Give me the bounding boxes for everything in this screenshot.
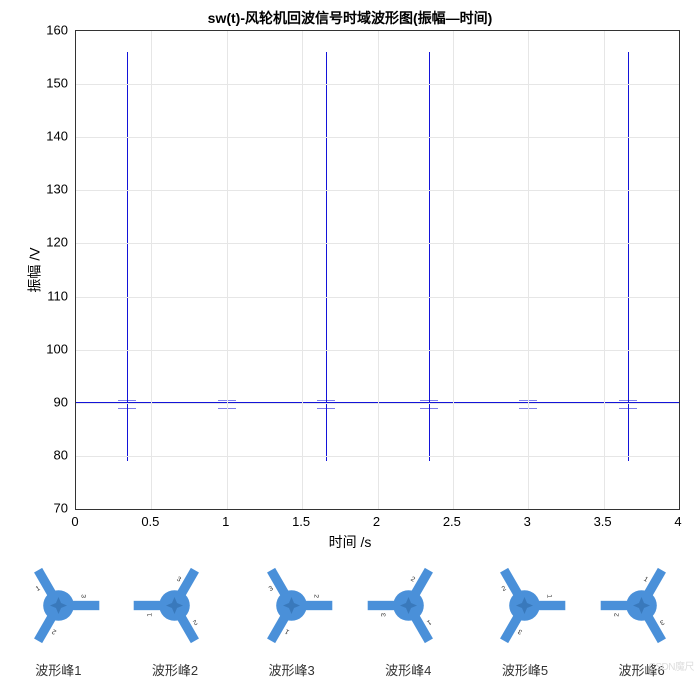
svg-text:1: 1 [425, 618, 432, 626]
svg-text:2: 2 [313, 594, 320, 598]
svg-text:1: 1 [284, 627, 291, 635]
turbine-label: 波形峰3 [269, 660, 315, 679]
grid-line-vertical [528, 31, 529, 509]
svg-text:2: 2 [192, 618, 199, 626]
signal-ripple [118, 400, 136, 409]
svg-text:2: 2 [501, 585, 508, 593]
y-tick-label: 140 [28, 129, 68, 144]
turbine-cell: 1 2 3 波形峰2 [120, 563, 230, 693]
y-tick-label: 80 [28, 447, 68, 462]
y-tick-label: 160 [28, 23, 68, 38]
svg-text:1: 1 [147, 613, 154, 617]
svg-text:3: 3 [268, 585, 275, 593]
grid-line-vertical [302, 31, 303, 509]
plot-area [75, 30, 680, 510]
watermark: CSDN魔尺 [649, 658, 694, 673]
grid-line-vertical [151, 31, 152, 509]
x-axis-label: 时间 /s [0, 532, 700, 552]
svg-text:3: 3 [380, 613, 387, 617]
signal-ripple [619, 400, 637, 409]
svg-text:3: 3 [658, 618, 665, 626]
svg-text:3: 3 [176, 576, 183, 584]
signal-ripple [420, 400, 438, 409]
grid-line-vertical [378, 31, 379, 509]
signal-ripple [317, 400, 335, 409]
x-tick-label: 3.5 [588, 514, 618, 529]
x-tick-label: 3 [512, 514, 542, 529]
grid-line-vertical [227, 31, 228, 509]
turbine-icon: 1 2 3 [249, 563, 334, 648]
turbine-label: 波形峰2 [152, 660, 198, 679]
svg-text:2: 2 [409, 576, 416, 584]
turbine-icon: 1 2 3 [599, 563, 684, 648]
turbine-icon: 1 2 3 [366, 563, 451, 648]
svg-text:3: 3 [517, 627, 524, 635]
svg-text:1: 1 [546, 594, 553, 598]
turbine-cell: 1 2 3 波形峰1 [3, 563, 113, 693]
grid-line-vertical [453, 31, 454, 509]
svg-text:1: 1 [35, 585, 42, 593]
y-axis-label: 振幅 /V [25, 247, 45, 292]
y-tick-label: 110 [28, 288, 68, 303]
grid-line-vertical [604, 31, 605, 509]
y-tick-label: 130 [28, 182, 68, 197]
turbine-cell: 1 2 3 波形峰5 [470, 563, 580, 693]
turbine-icon: 1 2 3 [482, 563, 567, 648]
x-tick-label: 0 [60, 514, 90, 529]
x-tick-label: 2 [362, 514, 392, 529]
y-tick-label: 150 [28, 76, 68, 91]
svg-text:1: 1 [642, 576, 649, 584]
turbine-cell: 1 2 3 波形峰3 [237, 563, 347, 693]
x-tick-label: 4 [663, 514, 693, 529]
turbine-label: 波形峰4 [385, 660, 431, 679]
svg-text:2: 2 [614, 613, 621, 617]
chart-title: sw(t)-风轮机回波信号时域波形图(振幅—时间) [0, 8, 700, 28]
svg-text:2: 2 [51, 627, 58, 635]
x-tick-label: 1.5 [286, 514, 316, 529]
turbine-row: 123波形峰1123波形峰2123波形峰3123波形峰4123波形峰5123波形… [0, 563, 700, 693]
turbine-label: 波形峰1 [35, 660, 81, 679]
chart-container: sw(t)-风轮机回波信号时域波形图(振幅—时间) 振幅 /V 时间 /s 70… [0, 0, 700, 555]
y-tick-label: 120 [28, 235, 68, 250]
x-tick-label: 0.5 [135, 514, 165, 529]
x-tick-label: 1 [211, 514, 241, 529]
y-tick-label: 100 [28, 341, 68, 356]
turbine-icon: 1 2 3 [132, 563, 217, 648]
turbine-cell: 123波形峰6 [587, 563, 697, 693]
turbine-label: 波形峰5 [502, 660, 548, 679]
y-tick-label: 90 [28, 394, 68, 409]
turbine-cell: 1 2 3 波形峰4 [353, 563, 463, 693]
turbine-icon: 1 2 3 [16, 563, 101, 648]
x-tick-label: 2.5 [437, 514, 467, 529]
svg-text:3: 3 [79, 594, 86, 598]
